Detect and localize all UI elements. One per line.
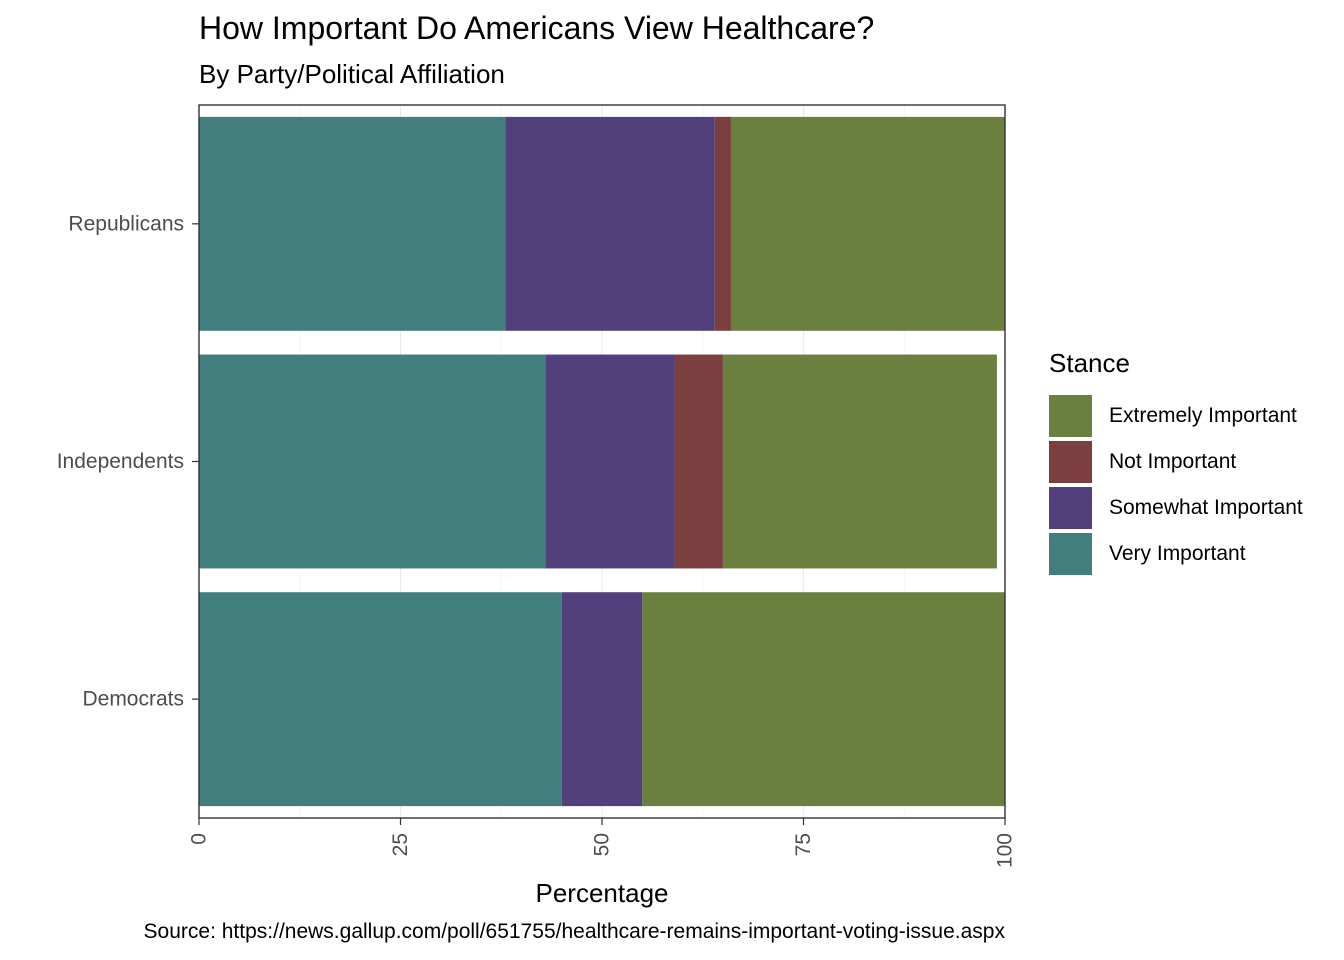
- legend-label: Not Important: [1109, 450, 1237, 473]
- bar-independents-somewhat-important: [545, 354, 675, 569]
- legend-key-extremely-important: [1049, 395, 1092, 437]
- legend-item-not-important: Not Important: [1049, 439, 1303, 485]
- x-tick-label: 100: [994, 833, 1017, 868]
- chart-title: How Important Do Americans View Healthca…: [199, 10, 875, 46]
- legend-label: Somewhat Important: [1109, 496, 1303, 519]
- y-tick-label: Democrats: [82, 688, 184, 711]
- bar-republicans-somewhat-important: [505, 116, 715, 331]
- y-tick-label: Independents: [57, 450, 184, 473]
- x-tick-label: 75: [792, 833, 815, 856]
- bar-democrats-extremely-important: [642, 592, 1005, 807]
- bar-democrats-very-important: [199, 592, 562, 807]
- x-tick-label: 0: [188, 833, 211, 845]
- bar-independents-very-important: [199, 354, 546, 569]
- legend-label: Extremely Important: [1109, 404, 1297, 427]
- bar-republicans-extremely-important: [730, 116, 1005, 331]
- legend-item-somewhat-important: Somewhat Important: [1049, 485, 1303, 531]
- legend-item-extremely-important: Extremely Important: [1049, 393, 1303, 439]
- x-tick-label: 25: [389, 833, 412, 856]
- bar-democrats-somewhat-important: [561, 592, 643, 807]
- x-tick-label: 50: [591, 833, 614, 856]
- bar-independents-extremely-important: [722, 354, 997, 569]
- legend-label: Very Important: [1109, 542, 1246, 565]
- legend-title: Stance: [1049, 348, 1130, 378]
- x-axis-title: Percentage: [536, 878, 669, 908]
- legend-key-somewhat-important: [1049, 487, 1092, 529]
- y-tick-label: Republicans: [68, 212, 184, 235]
- source-caption: Source: https://news.gallup.com/poll/651…: [143, 920, 1005, 943]
- bar-independents-not-important: [674, 354, 723, 569]
- legend-item-very-important: Very Important: [1049, 531, 1303, 577]
- bar-republicans-not-important: [714, 116, 731, 331]
- legend-key-very-important: [1049, 533, 1092, 575]
- chart-subtitle: By Party/Political Affiliation: [199, 59, 505, 89]
- legend-key-not-important: [1049, 441, 1092, 483]
- bar-republicans-very-important: [199, 116, 506, 331]
- legend: Stance Extremely Important Not Important…: [1049, 348, 1303, 577]
